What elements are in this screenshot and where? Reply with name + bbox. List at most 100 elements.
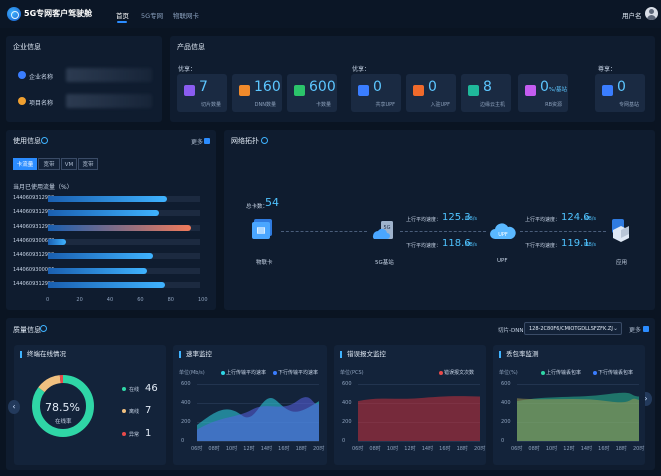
link2-up-speed: 124.6 [561, 212, 590, 223]
enterprise-name-value-redacted [66, 68, 152, 82]
product-card[interactable]: 0%/基站 RB资源 [518, 74, 568, 112]
help-icon[interactable] [41, 137, 48, 144]
loss-x-tick: 10时 [545, 446, 558, 452]
link2-up-unit: MB/s [584, 216, 597, 222]
product-card[interactable]: 0 入驻UPF [406, 74, 456, 112]
slice-icon [184, 85, 195, 96]
quality-more-link[interactable]: 更多 [629, 327, 642, 334]
online-legend-value: 46 [145, 383, 158, 394]
more-arrow-icon[interactable] [643, 326, 649, 332]
rate-monitor-title: 速率监控 [179, 351, 212, 358]
error-x-tick: 18时 [456, 446, 468, 452]
loss-x-tick: 08时 [528, 446, 540, 452]
link-iot-to-5g [281, 231, 367, 232]
product-card-label: 专网基站 [618, 102, 639, 108]
nav-iot-card[interactable]: 物联网卡 [173, 12, 199, 20]
usage-bar [48, 253, 153, 260]
loss-x-tick: 14时 [580, 446, 593, 452]
link1-down-label: 下行平均速度： [406, 243, 442, 249]
base-station-5g-icon: 5G [371, 220, 395, 242]
usage-row-label: 1440609312959 [13, 223, 55, 230]
loss-x-tick: 06时 [511, 446, 523, 452]
product-card[interactable]: 0 共享UPF [351, 74, 401, 112]
usage-axis-tick: 100 [198, 297, 208, 303]
group-label-1: 优享： [178, 66, 197, 73]
help-icon[interactable] [261, 137, 268, 144]
help-icon[interactable] [40, 325, 47, 332]
topology-title: 网络拓扑 [231, 137, 259, 145]
total-card-label: 总卡数： [246, 204, 269, 210]
application-icon [610, 218, 632, 242]
legend-dot [122, 409, 126, 413]
rate-y-tick: 400 [181, 400, 191, 406]
product-card-label: 入驻UPF [430, 102, 450, 108]
quality-title: 质量信息 [13, 326, 41, 334]
tab-broadband-2[interactable]: 宽带 [78, 158, 98, 170]
total-card-count: 54 [265, 196, 279, 209]
online-legend-label: 在线 [129, 387, 140, 393]
product-card[interactable]: 0 专网基站 [595, 74, 645, 112]
rate-legend-label: 下行传输平均速率 [278, 370, 319, 376]
error-x-tick: 06时 [352, 446, 364, 452]
link1-down-speed: 118.6 [442, 238, 471, 249]
top-bar: 5G专网客户驾驶舱 首页 5G专网 物联网卡 用户名 [0, 0, 661, 28]
nav-home[interactable]: 首页 [116, 12, 129, 20]
company-icon [18, 71, 26, 79]
product-card-value: 0 [373, 79, 382, 95]
usage-bar [48, 196, 167, 202]
online-percent: 78.5% [45, 401, 80, 414]
link2-down-label: 下行平均速度： [525, 243, 561, 249]
donut-segment-error [32, 375, 94, 437]
avatar[interactable] [645, 7, 658, 20]
usage-axis-tick: 20 [76, 297, 83, 303]
slice-dnn-select[interactable]: 128-2C80F6/CMIOTGDLLSFZFK.ZJ ⌄ [524, 322, 622, 335]
sim-card-icon [294, 85, 305, 96]
rate-x-tick: 18时 [295, 446, 307, 452]
rate-y-tick: 600 [181, 381, 191, 387]
base-station-icon [602, 85, 613, 96]
loss-x-tick: 12时 [563, 446, 575, 452]
loss-y-tick: 400 [501, 400, 511, 406]
online-donut-chart [29, 372, 97, 440]
loss-y-tick: 0 [501, 438, 505, 444]
error-x-tick: 10时 [386, 446, 399, 452]
username[interactable]: 用户名 [622, 12, 642, 20]
link1-down-unit: MB/s [465, 242, 478, 248]
node-5g-base-station-label: 5G基站 [375, 260, 394, 266]
product-card[interactable]: 160 DNN数量 [232, 74, 282, 112]
error-area-chart [358, 396, 480, 441]
error-gridline [358, 384, 480, 385]
usage-row-label: 1440609312959 [13, 252, 55, 259]
more-arrow-icon[interactable] [204, 138, 210, 144]
usage-bar [48, 281, 166, 288]
usage-axis-tick: 80 [167, 297, 174, 303]
error-x-tick: 16时 [439, 446, 451, 452]
rate-x-tick: 10时 [225, 446, 238, 452]
tab-vm[interactable]: VM [61, 158, 77, 170]
loss-monitor-title: 丢包率监测 [499, 351, 539, 358]
product-card-value: 600 [309, 79, 336, 95]
error-y-tick: 600 [342, 381, 352, 387]
prev-arrow-icon[interactable]: ‹ [8, 400, 20, 414]
nav-5g-private-network[interactable]: 5G专网 [141, 12, 164, 20]
legend-dot [122, 432, 126, 436]
group-label-2: 优享： [352, 66, 371, 73]
product-card[interactable]: 600 卡数量 [287, 74, 337, 112]
tab-broadband-1[interactable]: 宽带 [38, 158, 60, 170]
usage-bar [48, 224, 191, 231]
rate-x-tick: 12时 [243, 446, 255, 452]
project-name-row: 项目名称 [18, 94, 158, 108]
error-unit-label: 单位(PCS) [340, 370, 364, 376]
product-card[interactable]: 8 边缘云主机 [461, 74, 511, 112]
loss-legend-label: 下行传输丢包率 [598, 370, 634, 376]
product-card[interactable]: 7 切片数量 [177, 74, 227, 112]
node-upf-label: UPF [497, 258, 508, 264]
usage-row-label: 1440609312959 [13, 280, 55, 287]
usage-axis-tick: 40 [106, 297, 114, 303]
usage-more-link[interactable]: 更多 [191, 139, 204, 146]
tab-card-traffic[interactable]: 卡流量 [13, 158, 37, 170]
error-y-tick: 200 [342, 419, 352, 425]
rate-x-tick: 20时 [313, 446, 325, 452]
error-monitor-title: 错误报文监控 [340, 351, 386, 358]
dnn-icon [239, 85, 250, 96]
